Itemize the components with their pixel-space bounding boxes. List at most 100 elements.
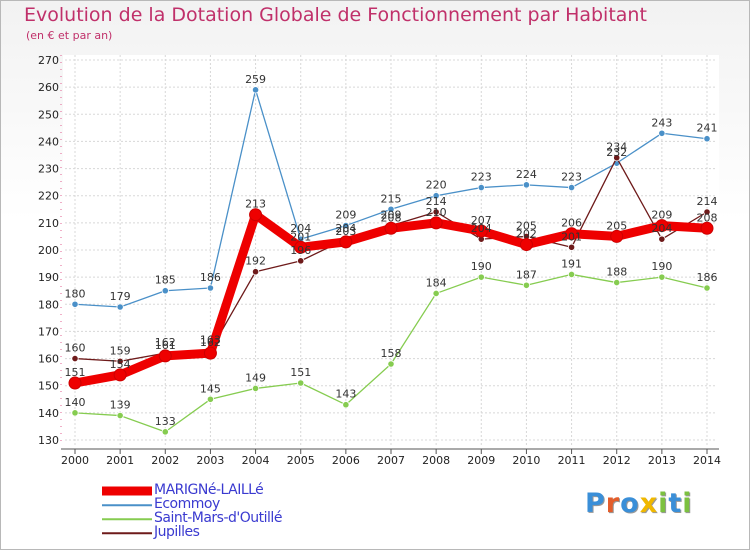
- y-tick-label-220: 220: [38, 190, 59, 203]
- series-2-label-6: 143: [335, 388, 356, 401]
- series-3-label-13: 204: [651, 222, 672, 235]
- series-3-label-8: 214: [426, 195, 447, 208]
- series-2-point-12: [613, 278, 621, 287]
- series-2-point-4: [251, 384, 260, 393]
- series-3-label-6: 204: [335, 222, 356, 235]
- x-tick-label-2013: 2013: [648, 454, 676, 467]
- y-tick-label-240: 240: [38, 135, 59, 148]
- series-0-point-3: [203, 346, 217, 360]
- y-tick-label-250: 250: [38, 108, 59, 121]
- y-tick-label-210: 210: [38, 217, 59, 230]
- y-tick-label-160: 160: [38, 353, 59, 366]
- series-2-label-8: 184: [426, 276, 447, 289]
- series-1-label-3: 186: [200, 271, 221, 284]
- series-1-label-12: 232: [606, 146, 627, 159]
- x-tick-label-2005: 2005: [287, 454, 315, 467]
- series-3-label-11: 201: [561, 230, 582, 243]
- legend-swatch-0: [102, 486, 152, 496]
- series-1-point-0: [71, 300, 79, 308]
- series-0-label-8: 210: [426, 206, 447, 219]
- proxiti-logo: Proxiti: [585, 488, 693, 519]
- series-1-point-6: [342, 221, 350, 230]
- series-2-point-13: [658, 273, 666, 281]
- series-3-label-9: 204: [471, 222, 492, 235]
- y-tick-label-200: 200: [38, 244, 59, 257]
- series-2-label-9: 190: [471, 260, 492, 273]
- series-0-label-14: 208: [697, 211, 718, 224]
- series-0-label-1: 154: [110, 358, 131, 371]
- series-0-label-9: 207: [471, 214, 492, 227]
- series-3-label-3: 163: [200, 333, 221, 346]
- x-tick-label-2007: 2007: [377, 454, 405, 467]
- x-tick-label-2010: 2010: [512, 454, 540, 467]
- x-tick-label-2008: 2008: [422, 454, 450, 467]
- series-3-label-4: 192: [245, 255, 266, 268]
- chart-title: Evolution de la Dotation Globale de Fonc…: [24, 4, 647, 26]
- series-3-label-14: 214: [697, 195, 718, 208]
- series-1-label-7: 215: [381, 192, 402, 205]
- series-2-point-8: [432, 289, 440, 298]
- series-1-label-6: 209: [335, 209, 356, 222]
- x-tick-label-2004: 2004: [242, 454, 270, 467]
- x-tick-label-2003: 2003: [196, 454, 224, 467]
- series-2-label-5: 151: [290, 366, 311, 379]
- series-0-point-7: [384, 221, 398, 235]
- series-3-point-0: [71, 354, 79, 363]
- series-2-label-4: 149: [245, 371, 266, 384]
- series-0-label-5: 201: [290, 230, 311, 243]
- series-1-label-10: 224: [516, 168, 537, 181]
- series-0-point-4: [249, 208, 263, 222]
- x-tick-label-2011: 2011: [558, 454, 586, 467]
- legend-swatch-2: [102, 518, 152, 520]
- legend-label-1: Ecommoy: [154, 496, 220, 512]
- legend-label-0: MARIGNé-LAILLé: [154, 482, 264, 498]
- series-3-point-12: [613, 154, 621, 162]
- series-0-point-0: [68, 376, 82, 390]
- series-2-point-11: [567, 270, 576, 279]
- series-3-point-1: [116, 357, 124, 365]
- y-tick-label-130: 130: [38, 434, 59, 447]
- series-0-label-11: 206: [561, 217, 582, 230]
- series-3-point-13: [658, 235, 666, 243]
- x-tick-label-2001: 2001: [106, 454, 134, 467]
- series-2-label-11: 191: [561, 257, 582, 270]
- x-tick-label-2006: 2006: [332, 454, 360, 467]
- series-3-point-5: [297, 257, 305, 265]
- series-2-point-10: [522, 281, 531, 289]
- series-3-label-12: 234: [606, 141, 627, 154]
- y-tick-label-270: 270: [38, 54, 59, 67]
- series-2-label-14: 186: [697, 271, 718, 284]
- y-tick-label-150: 150: [38, 380, 59, 393]
- x-tick-label-2009: 2009: [467, 454, 495, 467]
- series-1-point-2: [161, 287, 169, 295]
- y-tick-label-140: 140: [38, 407, 59, 420]
- series-3-label-1: 159: [110, 344, 131, 357]
- series-3-point-4: [251, 268, 260, 276]
- series-1-label-2: 185: [155, 274, 176, 287]
- series-3-label-0: 160: [65, 342, 86, 355]
- series-2-label-13: 190: [651, 260, 672, 273]
- series-1-point-8: [432, 192, 440, 200]
- y-tick-label-260: 260: [38, 81, 59, 94]
- series-1-label-9: 223: [471, 171, 492, 184]
- series-3-point-8: [432, 208, 440, 216]
- series-0-point-6: [339, 235, 353, 249]
- series-0-label-7: 208: [381, 211, 402, 224]
- series-0-point-9: [474, 224, 488, 238]
- series-2-label-2: 133: [155, 415, 176, 428]
- legend-swatch-3: [102, 532, 152, 534]
- series-3-label-7: 209: [381, 209, 402, 222]
- series-2-label-7: 158: [381, 347, 402, 360]
- series-0-label-0: 151: [65, 366, 86, 379]
- series-1-point-11: [567, 183, 576, 192]
- series-0-label-6: 203: [335, 225, 356, 238]
- x-tick-label-2012: 2012: [603, 454, 631, 467]
- series-1-point-10: [522, 181, 531, 189]
- series-2-point-6: [342, 401, 350, 409]
- series-0-label-3: 162: [200, 336, 221, 349]
- series-1-label-11: 223: [561, 171, 582, 184]
- y-tick-label-170: 170: [38, 325, 59, 338]
- series-1-label-14: 241: [697, 122, 718, 135]
- series-2-label-3: 145: [200, 382, 221, 395]
- series-2-point-3: [206, 395, 215, 403]
